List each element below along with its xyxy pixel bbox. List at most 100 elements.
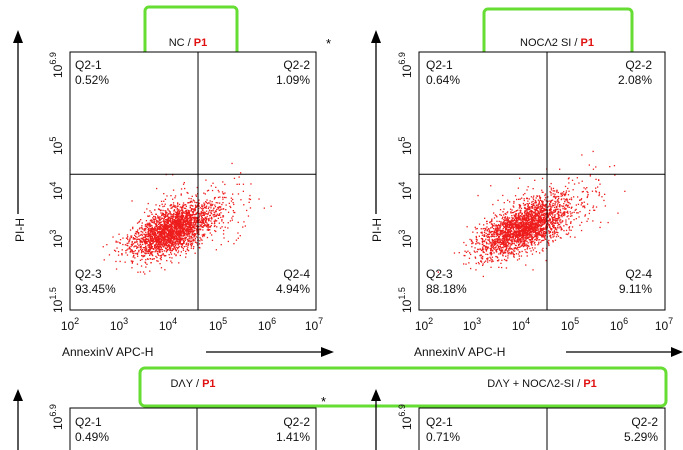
event-dot — [222, 216, 224, 218]
event-dot — [157, 239, 160, 241]
event-dot — [185, 213, 188, 215]
event-dot — [169, 230, 172, 232]
event-dot — [190, 198, 192, 200]
event-dot — [526, 251, 528, 254]
event-dot — [496, 256, 498, 258]
event-dot — [547, 212, 549, 215]
event-dot — [183, 238, 185, 240]
event-dot — [195, 194, 197, 196]
event-dot — [512, 234, 515, 236]
event-dot — [518, 258, 520, 260]
event-dot — [552, 219, 554, 221]
event-dot — [516, 239, 518, 241]
event-dot — [515, 216, 517, 218]
event-dot — [495, 227, 497, 229]
event-dot — [483, 234, 486, 236]
event-dot — [158, 251, 160, 253]
event-dot — [518, 243, 521, 245]
event-dot — [194, 204, 197, 206]
event-dot — [500, 239, 502, 241]
event-dot — [511, 247, 513, 250]
event-dot — [463, 254, 465, 257]
event-dot — [535, 215, 537, 217]
event-dot — [165, 236, 167, 238]
event-dot — [177, 226, 179, 228]
event-dot — [178, 212, 180, 214]
event-dot — [566, 211, 568, 213]
event-dot — [138, 235, 140, 237]
event-dot — [475, 240, 478, 243]
event-dot — [492, 203, 494, 206]
event-dot — [540, 207, 542, 209]
event-dot — [503, 258, 506, 261]
event-dot — [216, 220, 218, 222]
event-dot — [557, 215, 559, 217]
event-dot — [219, 196, 221, 198]
event-dot — [617, 212, 619, 214]
event-dot — [154, 251, 156, 253]
event-dot — [171, 215, 173, 217]
event-dot — [151, 226, 153, 229]
event-dot — [499, 230, 501, 232]
event-dot — [224, 183, 226, 186]
event-dot — [221, 203, 223, 206]
event-dot — [521, 229, 524, 231]
event-dot — [514, 235, 516, 237]
event-dot — [535, 202, 537, 204]
event-dot — [127, 236, 129, 238]
event-dot — [515, 217, 518, 220]
event-dot — [495, 228, 497, 231]
event-dot — [495, 224, 497, 226]
event-dot — [549, 204, 551, 206]
event-dot — [507, 232, 509, 234]
event-dot — [160, 257, 162, 259]
event-dot — [549, 231, 551, 233]
event-dot — [594, 209, 596, 211]
event-dot — [624, 190, 626, 192]
event-dot — [570, 222, 572, 224]
event-dot — [180, 225, 183, 227]
event-dot — [181, 205, 183, 208]
event-dot — [156, 187, 158, 190]
event-dot — [178, 215, 181, 217]
event-dot — [527, 219, 529, 221]
event-dot — [568, 218, 570, 220]
event-dot — [157, 242, 159, 244]
event-dot — [163, 233, 165, 235]
event-dot — [178, 229, 180, 231]
event-dot — [196, 186, 198, 189]
event-dot — [515, 253, 518, 255]
event-dot — [542, 236, 544, 238]
event-dot — [177, 240, 179, 242]
event-dot — [479, 254, 481, 257]
event-dot — [153, 258, 155, 260]
event-dot — [487, 239, 489, 241]
event-dot — [476, 242, 478, 244]
event-dot — [540, 213, 543, 215]
event-dot — [170, 224, 172, 226]
event-dot — [177, 221, 179, 223]
event-dot — [182, 211, 185, 214]
event-dot — [545, 227, 547, 230]
event-dot — [478, 223, 481, 225]
event-dot — [247, 215, 250, 217]
event-dot — [534, 229, 536, 231]
event-dot — [200, 213, 202, 215]
event-dot — [158, 250, 160, 252]
event-dot — [173, 246, 176, 248]
event-dot — [170, 225, 172, 228]
event-dot — [586, 190, 588, 193]
event-dot — [115, 241, 117, 243]
event-dot — [177, 248, 179, 250]
event-dot — [485, 253, 487, 255]
event-dot — [198, 231, 200, 233]
event-dot — [487, 235, 490, 237]
event-dot — [514, 234, 516, 236]
event-dot — [178, 220, 180, 222]
event-dot — [219, 209, 221, 211]
event-dot — [526, 208, 528, 210]
event-dot — [181, 214, 184, 216]
event-dot — [164, 233, 166, 235]
event-dot — [180, 243, 183, 245]
event-dot — [505, 255, 507, 257]
